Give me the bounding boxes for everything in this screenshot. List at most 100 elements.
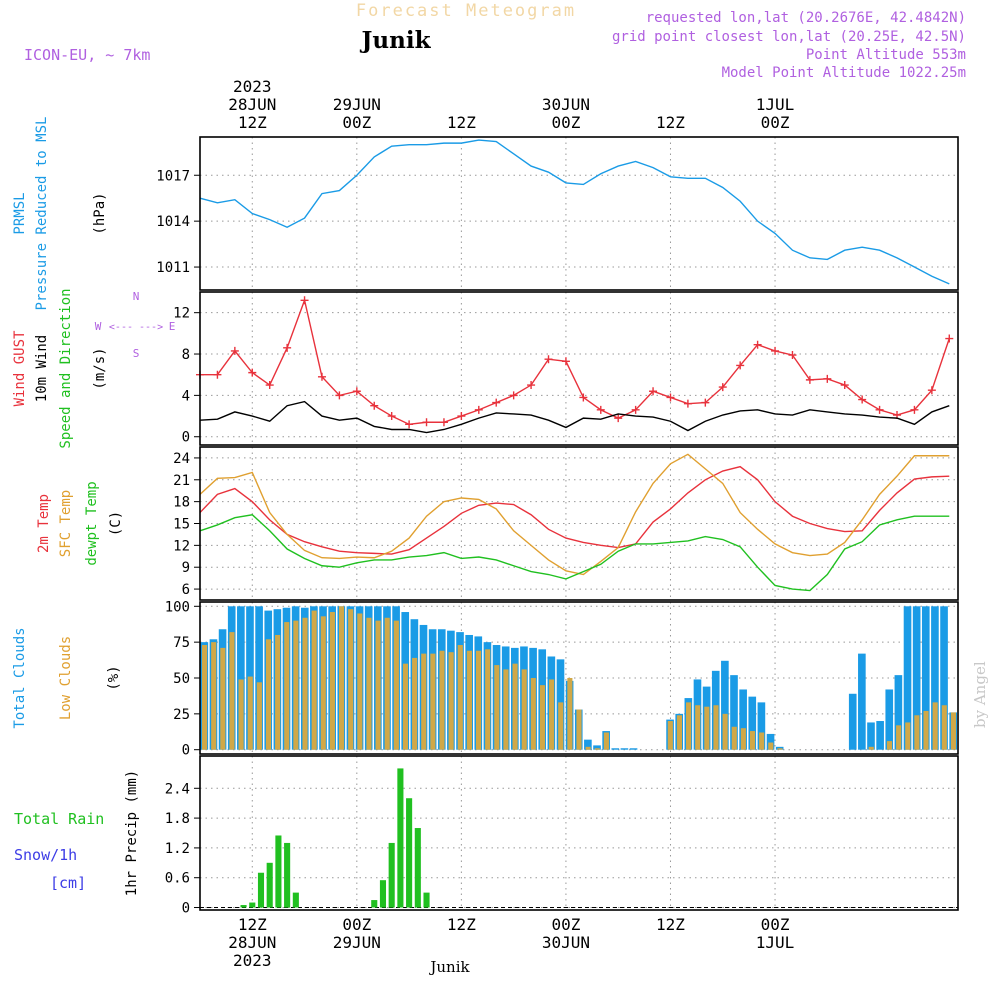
y-tick-label: 2.4 <box>165 781 190 797</box>
rain-bar <box>423 892 430 908</box>
model-label: ICON-EU, ~ 7km <box>24 46 150 64</box>
gust-marker <box>631 405 640 414</box>
low-cloud-bar <box>722 713 728 750</box>
bottom-time-label: 28JUN <box>228 933 276 952</box>
low-cloud-bar <box>594 748 600 750</box>
y-tick-label: 6 <box>182 582 190 598</box>
low-cloud-bar <box>494 665 500 750</box>
gust-marker <box>213 370 222 379</box>
gust-marker <box>544 355 553 364</box>
low-cloud-bar <box>530 678 536 750</box>
y-axis-label: Pressure Reduced to MSL <box>34 117 50 311</box>
total-cloud-bar <box>766 733 775 750</box>
precip-legend-item: [cm] <box>50 874 86 892</box>
total-cloud-bar <box>931 606 939 750</box>
y-axis-label: Total Clouds <box>12 627 28 728</box>
low-cloud-bar <box>558 702 564 750</box>
low-cloud-bar <box>220 647 226 750</box>
low-cloud-bar <box>868 746 874 750</box>
series-dewpt-temp <box>199 514 950 592</box>
low-cloud-bar <box>567 678 573 750</box>
low-cloud-bar <box>293 620 299 750</box>
gust-marker <box>945 334 954 343</box>
low-cloud-bar <box>923 710 929 750</box>
watermark: by Angel <box>971 661 989 728</box>
gust-marker <box>858 395 867 404</box>
unit-label: (m/s) <box>92 347 108 389</box>
gust-marker <box>649 387 658 396</box>
rain-bar <box>379 880 387 908</box>
low-cloud-bar <box>503 669 509 750</box>
unit-label: (C) <box>108 511 124 536</box>
low-cloud-bar <box>265 639 272 750</box>
panel-frame <box>199 601 959 755</box>
y-tick-label: 50 <box>173 671 190 687</box>
series-prmsl <box>199 139 950 285</box>
y-tick-label: 100 <box>165 599 190 615</box>
gust-marker <box>701 398 710 407</box>
total-cloud-bar <box>620 748 629 750</box>
low-cloud-bar <box>329 612 335 750</box>
bottom-time-label: 00Z <box>761 915 790 934</box>
panel-temp: 6 9 12 15 18 21 24 2m Temp SFC Temp dewpt Temp (C) <box>36 446 959 601</box>
top-time-label: 30JUN <box>542 95 590 114</box>
low-cloud-bar <box>211 642 217 750</box>
low-cloud-bar <box>667 721 673 750</box>
gust-marker <box>666 393 675 402</box>
gust-marker <box>596 405 605 414</box>
gust-marker <box>875 405 884 414</box>
rain-bar <box>371 900 378 908</box>
low-cloud-bar <box>905 722 911 750</box>
compass-s: S <box>133 347 140 360</box>
low-cloud-bar <box>603 732 609 750</box>
gust-marker <box>683 399 692 408</box>
y-axis-label: 2m Temp <box>36 494 52 553</box>
panel-clouds: 0 25 50 75 100 Total Clouds Low Clouds (%) <box>12 599 959 759</box>
y-axis-label: 1hr Precip (mm) <box>124 770 140 896</box>
panel-frame <box>199 755 959 911</box>
low-cloud-bar <box>512 663 518 750</box>
gust-marker <box>457 412 466 421</box>
gridpoint-coordinates: grid point closest lon,lat (20.25E, 42.5… <box>612 29 966 45</box>
gust-marker <box>527 381 536 390</box>
gust-marker <box>579 393 588 402</box>
low-cloud-bar <box>749 731 756 750</box>
low-cloud-bar <box>430 653 436 750</box>
y-tick-label: 0 <box>182 901 190 917</box>
low-cloud-bar <box>731 726 737 750</box>
series-10m-wind <box>199 400 950 434</box>
panel-wind: 0 4 8 12 Wind GUST 10m Wind Speed and Directio… <box>12 288 959 449</box>
low-cloud-bar <box>886 741 893 750</box>
low-cloud-bar <box>238 679 244 750</box>
bottom-time-label: 2023 <box>233 951 272 970</box>
total-cloud-bar <box>858 653 866 750</box>
gust-marker <box>439 418 448 427</box>
top-time-label: 28JUN <box>228 95 276 114</box>
gust-marker <box>492 398 501 407</box>
low-cloud-bar <box>393 620 399 750</box>
panel-frame <box>199 291 959 446</box>
low-cloud-bar <box>950 712 956 750</box>
compass-n: N <box>133 290 140 303</box>
bottom-time-label: 30JUN <box>542 933 590 952</box>
y-tick-label: 25 <box>173 707 190 723</box>
bottom-time-label: 1JUL <box>756 933 795 952</box>
total-cloud-bar <box>584 739 592 750</box>
y-tick-label: 24 <box>173 451 190 467</box>
y-tick-label: 1.8 <box>165 811 190 827</box>
rain-bar <box>266 862 273 908</box>
total-cloud-bar <box>848 693 857 750</box>
y-tick-label: 15 <box>173 517 190 533</box>
total-cloud-bar <box>885 689 894 750</box>
rain-bar <box>257 872 265 908</box>
location-title: Junik <box>360 27 432 54</box>
y-tick-label: 0 <box>182 430 190 446</box>
low-cloud-bar <box>256 682 262 750</box>
top-time-label: 00Z <box>551 113 580 132</box>
gust-marker <box>718 383 727 392</box>
gust-marker <box>387 412 396 421</box>
gust-marker <box>927 386 936 395</box>
total-cloud-bar <box>894 675 903 750</box>
gust-marker <box>230 346 239 355</box>
